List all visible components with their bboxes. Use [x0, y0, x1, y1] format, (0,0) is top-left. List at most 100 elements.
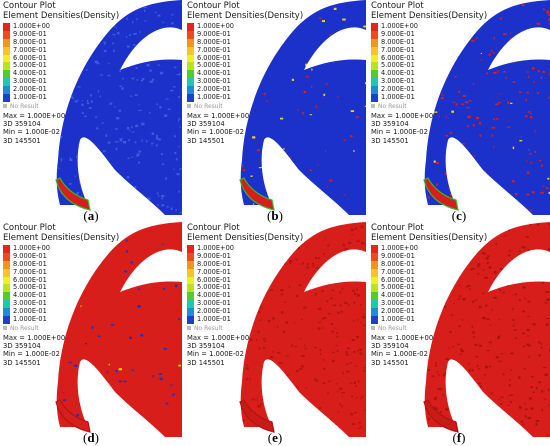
mesh-speck — [524, 279, 525, 280]
mesh-speck — [132, 419, 134, 421]
mesh-speck — [496, 192, 499, 195]
mesh-speck — [264, 371, 265, 373]
mesh-speck — [514, 60, 516, 63]
scale-swatch — [187, 284, 194, 292]
mesh-speck — [200, 192, 201, 194]
mesh-speck — [7, 202, 9, 204]
mesh-speck — [399, 205, 401, 206]
mesh-speck — [46, 154, 49, 156]
mesh-speck — [538, 341, 540, 343]
mesh-speck — [497, 120, 498, 121]
mesh-speck — [245, 153, 248, 154]
mesh-speck — [537, 92, 539, 94]
mesh-speck — [14, 186, 16, 188]
mesh-speck — [236, 183, 238, 185]
mesh-speck — [336, 90, 338, 91]
mesh-speck — [119, 86, 122, 87]
mesh-speck — [92, 412, 95, 415]
mesh-speck — [181, 54, 182, 56]
mesh-speck — [399, 394, 400, 396]
mesh-speck — [169, 297, 172, 300]
no-result-swatch — [3, 104, 7, 108]
mesh-speck — [430, 167, 433, 169]
mesh-speck — [524, 403, 526, 404]
mesh-speck — [154, 41, 156, 44]
mesh-speck — [2, 179, 5, 181]
mesh-speck — [249, 378, 250, 380]
mesh-speck — [12, 370, 14, 372]
mesh-speck — [369, 203, 372, 205]
mesh-speck — [495, 104, 498, 106]
mesh-speck — [296, 370, 299, 372]
mesh-speck — [482, 171, 485, 173]
mesh-speck — [344, 139, 346, 141]
mesh-speck — [518, 377, 521, 379]
mesh-speck — [523, 424, 525, 426]
mesh-speck — [365, 364, 366, 365]
mesh-speck — [363, 317, 365, 318]
mesh-speck — [113, 427, 114, 429]
mesh-speck — [231, 372, 234, 374]
mesh-speck — [199, 154, 201, 156]
mesh-speck — [310, 412, 313, 415]
mesh-speck — [530, 135, 533, 136]
mesh-speck — [529, 153, 531, 155]
mesh-speck — [521, 150, 524, 151]
mesh-speck — [512, 308, 513, 310]
mesh-speck — [474, 155, 476, 157]
mesh-speck — [346, 371, 349, 373]
min-element: 3D 145501 — [371, 137, 487, 145]
mesh-speck — [547, 178, 549, 180]
max-value: Max = 1.000E+00 — [371, 112, 487, 120]
mesh-speck — [68, 401, 70, 402]
mesh-speck — [525, 298, 527, 299]
mesh-speck — [129, 226, 131, 228]
mesh-speck — [264, 148, 266, 150]
mesh-speck — [63, 399, 66, 401]
mesh-speck — [5, 401, 6, 402]
mesh-speck — [304, 127, 305, 129]
mesh-speck — [104, 368, 106, 370]
mesh-speck — [340, 291, 341, 294]
mesh-speck — [418, 179, 420, 182]
mesh-speck — [325, 158, 328, 159]
mesh-speck — [174, 374, 176, 376]
mesh-speck — [153, 282, 155, 284]
mesh-speck — [119, 368, 122, 370]
max-value: Max = 1.000E+00 — [3, 334, 119, 342]
scale-swatch — [371, 55, 378, 63]
mesh-speck — [138, 289, 140, 290]
mesh-speck — [304, 149, 307, 151]
mesh-speck — [205, 163, 206, 165]
mesh-speck — [316, 106, 317, 108]
mesh-speck — [160, 378, 163, 380]
mesh-speck — [364, 367, 366, 368]
mesh-speck — [180, 127, 181, 128]
mesh-speck — [358, 428, 361, 429]
mesh-speck — [373, 412, 375, 413]
mesh-speck — [527, 301, 530, 302]
mesh-speck — [494, 37, 495, 39]
mesh-speck — [524, 298, 525, 299]
mesh-speck — [132, 131, 135, 132]
mesh-speck — [527, 71, 528, 73]
mesh-speck — [231, 203, 232, 205]
mesh-speck — [350, 69, 352, 71]
mesh-speck — [127, 352, 129, 354]
mesh-speck — [337, 350, 339, 352]
mesh-speck — [339, 15, 342, 17]
mesh-speck — [121, 254, 123, 256]
mesh-speck — [340, 6, 342, 8]
mesh-speck — [116, 148, 118, 151]
scale-swatch — [371, 39, 378, 47]
mesh-speck — [270, 162, 272, 164]
mesh-speck — [484, 187, 485, 188]
mesh-speck — [449, 372, 451, 375]
mesh-speck — [285, 399, 287, 402]
mesh-speck — [126, 371, 127, 372]
mesh-speck — [351, 259, 354, 260]
mesh-speck — [11, 179, 13, 181]
mesh-speck — [523, 247, 525, 249]
mesh-speck — [341, 405, 343, 407]
